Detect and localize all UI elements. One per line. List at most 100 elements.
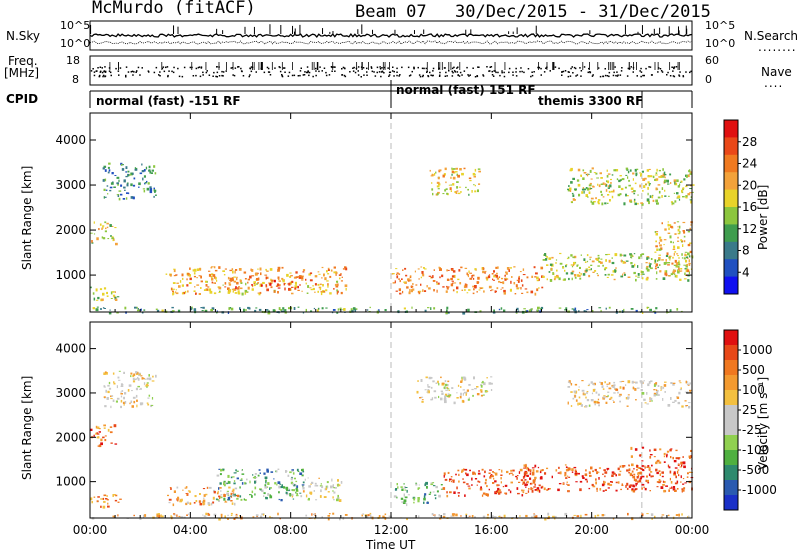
panel1-pixel xyxy=(170,515,172,518)
panel0-pixel xyxy=(633,200,636,203)
panel0-pixel xyxy=(184,290,187,294)
panel0-pixel xyxy=(540,307,543,310)
panel0-pixel xyxy=(114,175,117,176)
panel0-pixel xyxy=(211,307,215,310)
panel0-pixel xyxy=(546,264,549,266)
panel0-pixel xyxy=(585,187,588,189)
freq-dot xyxy=(576,74,579,76)
panel0-pixel xyxy=(607,273,610,276)
panel1-pixel xyxy=(526,466,529,470)
panel1-pixel xyxy=(311,513,313,516)
freq-dot xyxy=(232,74,234,76)
panel1-pixel xyxy=(590,466,593,470)
panel1-pixel xyxy=(527,480,529,484)
panel0-pixel xyxy=(567,256,570,259)
panel0-band-8 xyxy=(542,252,691,282)
panel1-pixel xyxy=(137,385,140,388)
panel1-pixel xyxy=(449,478,452,481)
panel1-pixel xyxy=(260,515,263,518)
panel0-pixel xyxy=(228,289,232,292)
panel1-pixel xyxy=(264,476,268,479)
panel0-pixel xyxy=(437,188,440,190)
panel0-pixel xyxy=(451,280,454,282)
nsearch-trace xyxy=(89,40,693,45)
panel1-pixel xyxy=(446,494,449,498)
panel0-pixel xyxy=(682,187,685,190)
panel1-pixel xyxy=(432,491,435,493)
panel0-pixel xyxy=(589,182,592,185)
panel1-pixel xyxy=(476,484,478,486)
panel0-pixel xyxy=(674,182,678,186)
panel1-pixel xyxy=(108,381,111,385)
panel1-pixel xyxy=(508,489,510,492)
panel1-pixel xyxy=(462,376,466,379)
freq-dot xyxy=(297,75,300,77)
panel1-pixel xyxy=(658,479,661,482)
panel1-pixel xyxy=(588,383,591,386)
panel0-pixel xyxy=(396,275,399,279)
panel0-pixel xyxy=(251,284,253,286)
panel0-pixel xyxy=(624,261,627,264)
panel1-pixel xyxy=(517,492,520,495)
panel0-pixel xyxy=(663,239,667,241)
panel1-pixel xyxy=(464,494,466,497)
panel1-pixel xyxy=(659,480,662,482)
panel0-pixel xyxy=(461,289,464,291)
station-title: McMurdo (fitACF) xyxy=(92,0,256,18)
panel1-pixel xyxy=(676,488,679,490)
panel1-pixel xyxy=(295,491,297,494)
freq-dot xyxy=(242,75,245,77)
panel0-pixel xyxy=(446,269,448,272)
panel0-pixel xyxy=(122,198,126,200)
panel1-pixel xyxy=(608,382,611,385)
panel1-pixel xyxy=(269,494,271,497)
panel0-pixel xyxy=(589,256,592,258)
panel0-pixel xyxy=(277,270,279,272)
panel1-pixel xyxy=(562,482,565,485)
panel1-pixel xyxy=(369,514,372,517)
panel1-pixel xyxy=(662,387,665,389)
panel1-pixel xyxy=(201,500,204,503)
freq-dot xyxy=(396,74,398,77)
panel0-pixel xyxy=(645,183,647,185)
freq-dot xyxy=(200,66,203,68)
panel1-band-1 xyxy=(90,424,118,448)
panel0-pixel xyxy=(205,280,208,283)
panel0-pixel xyxy=(577,274,580,277)
panel1-pixel xyxy=(97,426,100,429)
freq-dot xyxy=(453,66,455,69)
panel1-pixel xyxy=(605,396,609,398)
panel0-pixel xyxy=(182,291,186,295)
panel1-ytick-label: 1000 xyxy=(55,475,86,489)
freq-dot xyxy=(477,66,479,68)
panel0-pixel xyxy=(244,291,247,295)
panel1-pixel xyxy=(641,487,643,490)
panel0-pixel xyxy=(451,269,453,271)
panel1-pixel xyxy=(523,467,526,469)
panel1-pixel xyxy=(567,490,570,492)
panel1-pixel xyxy=(112,494,114,497)
panel0-pixel xyxy=(569,169,573,172)
panel0-pixel xyxy=(391,273,394,275)
panel1-pixel xyxy=(629,484,633,487)
panel1-pixel xyxy=(103,427,106,429)
panel0-pixel xyxy=(173,268,176,270)
panel1-pixel xyxy=(277,468,280,470)
panel1-pixel xyxy=(203,497,205,499)
panel0-pixel xyxy=(278,307,281,311)
freq-dot xyxy=(531,74,534,77)
freq-dot xyxy=(636,75,638,77)
panel1-pixel xyxy=(131,390,133,392)
panel0-pixel xyxy=(228,307,230,310)
panel1-pixel xyxy=(482,515,486,518)
panel1-band-10 xyxy=(516,463,643,493)
panel1-pixel xyxy=(678,458,680,460)
panel1-pixel xyxy=(109,426,113,428)
panel1-pixel xyxy=(193,502,196,504)
panel1-pixel xyxy=(233,480,236,482)
panel0-pixel xyxy=(625,193,627,197)
panel1-pixel xyxy=(648,381,651,384)
panel1-pixel xyxy=(526,483,528,486)
xtick-label-5: 20:00 xyxy=(574,523,609,537)
freq-dot xyxy=(376,71,378,74)
